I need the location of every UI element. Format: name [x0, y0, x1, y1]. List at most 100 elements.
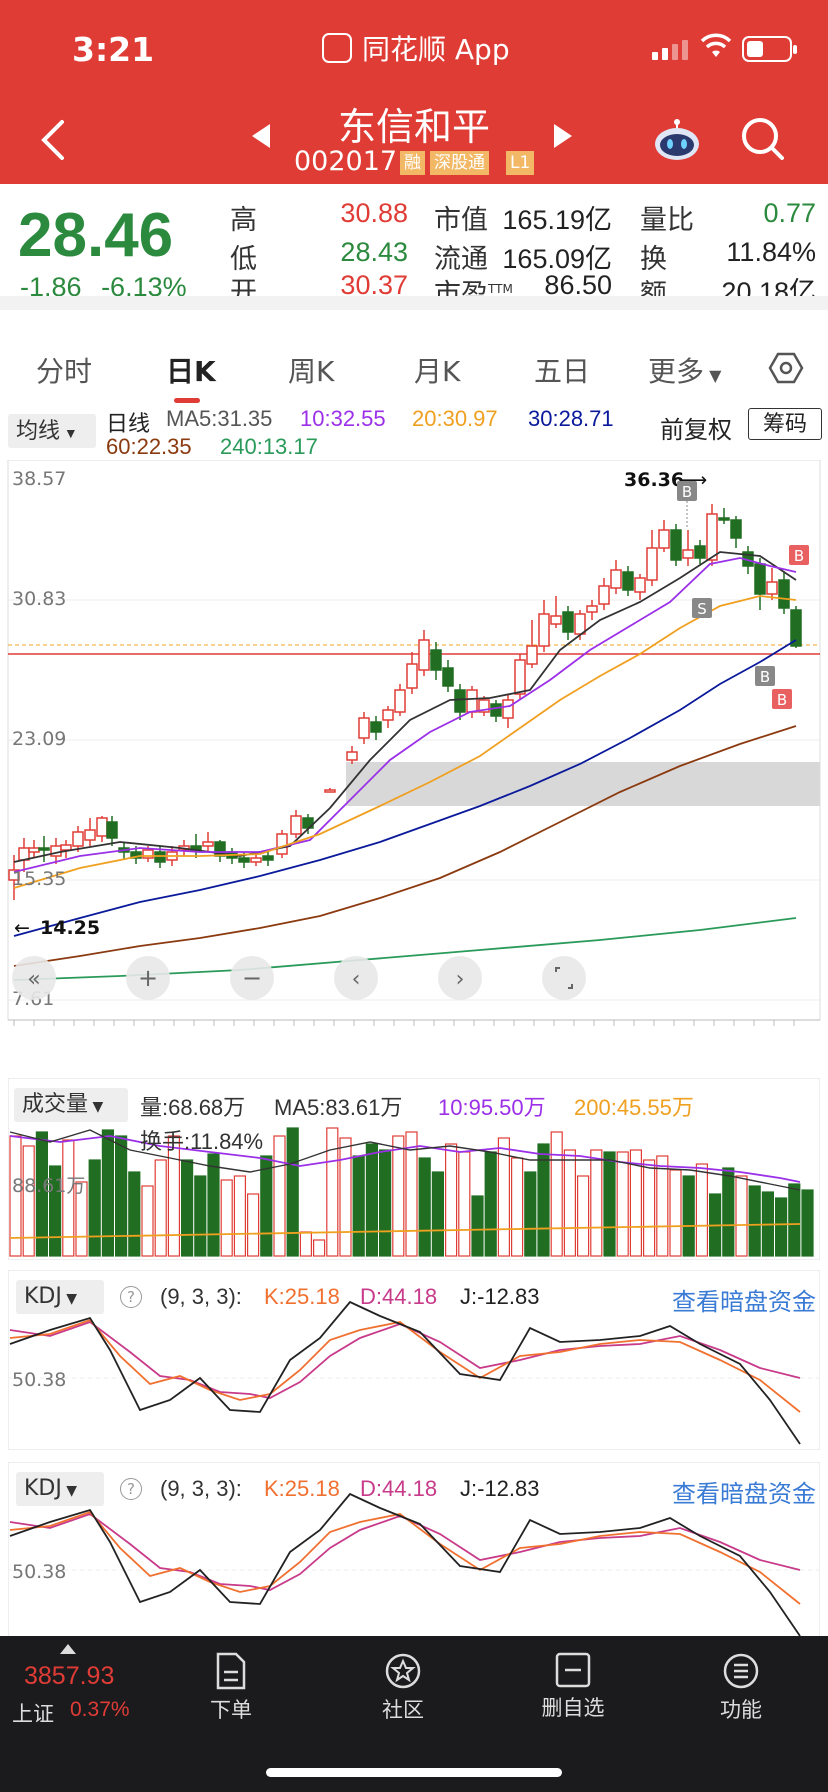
- candle-body: [694, 545, 706, 559]
- tab-five-day[interactable]: 五日: [534, 355, 591, 388]
- back-arrow-icon[interactable]: [34, 112, 74, 168]
- ma60-value: 60:22.35: [106, 434, 192, 459]
- kdj-selector[interactable]: KDJ ▼: [16, 1472, 104, 1506]
- y-label-3: 23.09: [12, 728, 66, 750]
- volume-bar: [62, 1139, 75, 1257]
- volume-bar: [154, 1159, 167, 1257]
- buy-marker-label: B: [682, 483, 692, 501]
- pe-ttm-sup: TTM: [488, 282, 513, 296]
- mktcap-label: 市值: [434, 205, 488, 236]
- indicator-selector[interactable]: 均线 ▼: [8, 414, 96, 448]
- nav-remove-watchlist[interactable]: 删自选: [518, 1644, 628, 1722]
- volume-axis-label: 88.61万: [12, 1175, 85, 1197]
- nav-community[interactable]: 社区: [348, 1644, 458, 1724]
- volume-bar: [774, 1197, 788, 1257]
- volume-bar: [497, 1137, 510, 1257]
- dark-pool-link[interactable]: 查看暗盘资金: [672, 1288, 816, 1316]
- x-label-3: 07-24: [350, 1037, 408, 1038]
- fullscreen-icon[interactable]: [542, 956, 586, 1000]
- kdj-chart-1[interactable]: 50.38: [8, 1270, 820, 1450]
- sell-marker-label: S: [697, 600, 707, 618]
- volume-bar: [299, 1231, 312, 1257]
- dark-pool-link[interactable]: 查看暗盘资金: [672, 1480, 816, 1508]
- volume-bar: [220, 1179, 233, 1257]
- chip-distribution-button[interactable]: 筹码: [748, 408, 822, 440]
- nav-community-label: 社区: [382, 1698, 424, 1722]
- settings-hexagon-icon[interactable]: [768, 350, 804, 386]
- candle-body: [276, 833, 288, 855]
- kline-chart[interactable]: 38.57 30.83 23.09 15.35 7.61 36.36 ⟶ ← 1…: [0, 460, 828, 1038]
- zoom-out-icon[interactable]: −: [230, 956, 274, 1000]
- collapse-icon[interactable]: «: [12, 956, 56, 1000]
- zoom-in-icon[interactable]: +: [126, 956, 170, 1000]
- kdj-k-line: [9, 1510, 801, 1605]
- volume-bar: [537, 1143, 550, 1257]
- remove-watchlist-icon: [555, 1652, 591, 1688]
- tab-daily-k[interactable]: 日K: [166, 355, 216, 388]
- kdj-k-line: [9, 1318, 801, 1413]
- volume-selector[interactable]: 成交量 ▼: [14, 1088, 128, 1122]
- volume-bar: [286, 1127, 299, 1257]
- low-value: 28.43: [340, 237, 408, 267]
- volume-bar: [313, 1239, 326, 1257]
- caret-down-icon: ▼: [60, 425, 78, 441]
- tab-more[interactable]: 更多 ▼: [648, 350, 721, 390]
- y-label-2: 30.83: [12, 588, 66, 610]
- caret-down-icon: ▼: [704, 366, 722, 385]
- ma30-line: [13, 639, 797, 937]
- ma5-line: [13, 551, 797, 863]
- tab-weekly-k[interactable]: 周K: [288, 355, 335, 388]
- ai-assistant-icon[interactable]: [652, 118, 702, 162]
- svg-text:−: −: [242, 964, 262, 992]
- scroll-right-icon[interactable]: ›: [438, 956, 482, 1000]
- buy-marker[interactable]: B: [755, 666, 775, 686]
- volume-selector-label: 成交量: [22, 1092, 89, 1117]
- candle-body: [718, 517, 730, 521]
- prev-stock-icon[interactable]: [250, 122, 272, 150]
- buy-marker[interactable]: B: [772, 689, 792, 709]
- kdj-axis-label: 50.38: [12, 1369, 66, 1391]
- volume-bar: [273, 1135, 286, 1257]
- buy-marker[interactable]: B: [677, 481, 697, 501]
- buy-marker-label: B: [760, 668, 770, 686]
- help-icon[interactable]: ?: [120, 1478, 142, 1500]
- candle-body: [778, 579, 790, 609]
- tab-monthly-k[interactable]: 月K: [414, 355, 461, 388]
- nav-functions[interactable]: 功能: [686, 1644, 796, 1724]
- svg-text:›: ›: [456, 967, 465, 992]
- search-icon[interactable]: [740, 116, 786, 162]
- turnover-label: 换: [640, 244, 667, 275]
- candle-body: [72, 831, 84, 847]
- volume-bar: [788, 1183, 801, 1257]
- help-icon[interactable]: ?: [120, 1286, 142, 1308]
- scroll-left-icon[interactable]: ‹: [334, 956, 378, 1000]
- bottom-nav: 3857.93 上证 0.37% 下单 社区 删自选 功能: [0, 1636, 828, 1792]
- candle-body: [754, 563, 766, 595]
- candle-body: [526, 645, 538, 665]
- volume-chart[interactable]: 88.61万: [8, 1078, 820, 1260]
- volume-bar: [365, 1143, 378, 1257]
- indicator-selector-label: 均线: [16, 418, 61, 443]
- candle-body: [478, 699, 490, 713]
- forward-adjust-toggle[interactable]: 前复权: [660, 417, 732, 444]
- volume-ma200-line: [9, 1223, 801, 1239]
- buy-marker[interactable]: B: [789, 545, 809, 565]
- kdj-d-value: D:44.18: [360, 1284, 438, 1309]
- volume-bar: [748, 1185, 761, 1257]
- kdj-chart-2[interactable]: 50.38: [8, 1462, 820, 1636]
- nav-order[interactable]: 下单: [176, 1644, 286, 1724]
- next-stock-icon[interactable]: [552, 122, 574, 150]
- header-bar: 3:21 同花顺 App 东信和平 002017 融 深股通 L1: [0, 0, 828, 184]
- candle-body: [586, 605, 598, 613]
- tab-intraday[interactable]: 分时: [36, 355, 93, 388]
- chart-zoom-controls: « + − ‹ ›: [12, 956, 586, 1000]
- volume-bar: [616, 1151, 629, 1257]
- buy-marker-label: B: [777, 691, 787, 709]
- candle-body: [370, 721, 382, 733]
- sell-marker[interactable]: S: [692, 598, 712, 618]
- volume-ma5-line: [9, 1129, 801, 1191]
- candle-body: [706, 513, 718, 561]
- kdj-j-value: J:-12.83: [460, 1284, 540, 1309]
- candle-body: [346, 751, 358, 761]
- kdj-selector[interactable]: KDJ ▼: [16, 1280, 104, 1314]
